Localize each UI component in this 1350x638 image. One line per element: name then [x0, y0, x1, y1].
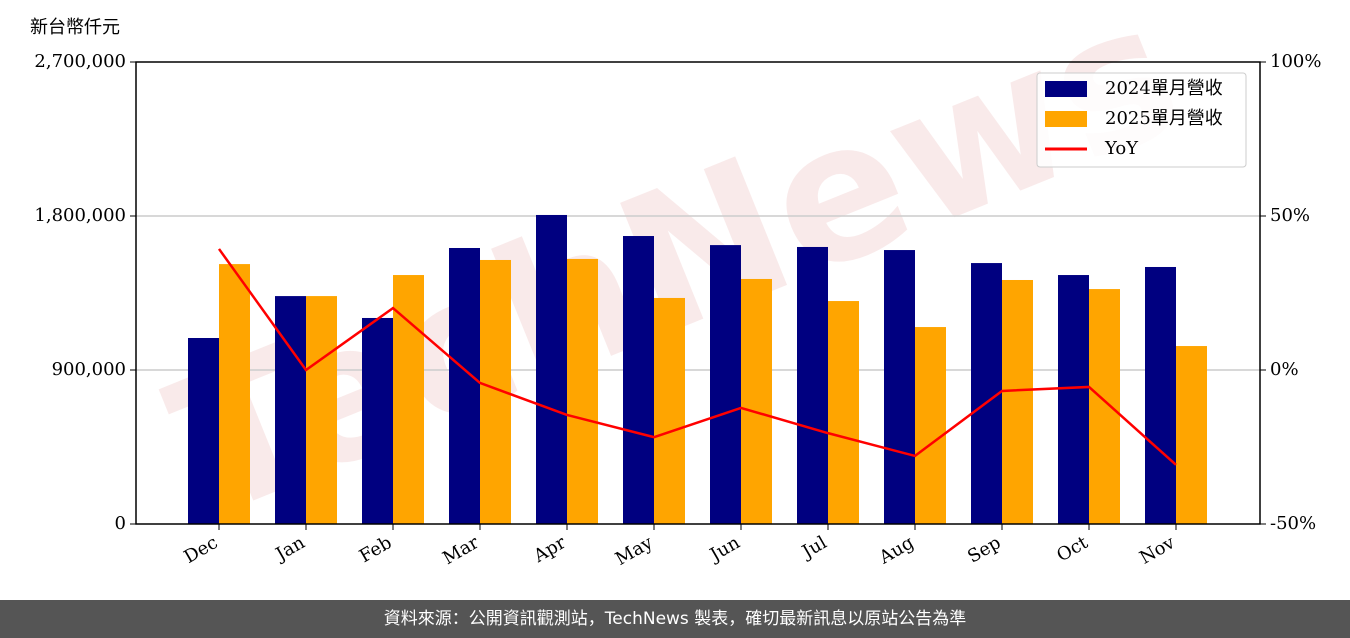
x-tick-label: Aug [875, 532, 918, 569]
bar [741, 278, 772, 524]
bar [362, 317, 393, 524]
legend-label: YoY [1104, 138, 1139, 159]
bar [915, 327, 946, 524]
bar [1002, 279, 1033, 524]
bar [393, 275, 424, 524]
x-tick-label: Oct [1053, 532, 1092, 567]
x-tick-label: Dec [181, 532, 222, 568]
legend-label: 2025單月營收 [1105, 108, 1223, 129]
legend-swatch [1045, 81, 1087, 97]
bar [710, 245, 741, 525]
bar [306, 296, 337, 524]
bar [449, 247, 480, 524]
y-tick-label: 2,700,000 [34, 51, 126, 72]
bar [884, 250, 915, 524]
y-tick-label: 900,000 [52, 359, 126, 380]
y-tick-label: 0 [115, 513, 126, 534]
bar [654, 297, 685, 524]
bar [536, 214, 567, 524]
x-tick-label: Mar [439, 532, 483, 569]
legend-label: 2024單月營收 [1105, 78, 1223, 99]
bar [1176, 346, 1207, 524]
bar [1058, 275, 1089, 524]
y-axis-title: 新台幣仟元 [30, 17, 120, 38]
plot-frame [135, 61, 1261, 525]
x-tick-label: Apr [529, 532, 569, 567]
bar [1145, 266, 1176, 524]
footer: 資料來源：公開資訊觀測站，TechNews 製表，確切最新訊息以原站公告為準 [0, 600, 1350, 638]
bar [567, 258, 598, 524]
bar [188, 338, 219, 524]
bar [219, 264, 250, 524]
bar [275, 296, 306, 524]
chart: 新台幣仟元 TechNews 0900,0001,800,0002,700,00… [30, 0, 1321, 570]
bar [1089, 289, 1120, 524]
x-tick-label: Sep [964, 532, 1004, 567]
y-tick-label: 1,800,000 [34, 205, 126, 226]
y2-tick-label: 0% [1270, 359, 1299, 380]
x-tick-label: May [612, 532, 657, 570]
x-tick-label: Feb [356, 532, 396, 567]
y2-tick-label: 100% [1270, 51, 1321, 72]
y2-tick-label: 50% [1270, 205, 1310, 226]
x-tick-label: Jun [705, 532, 744, 567]
legend-box [1036, 72, 1247, 168]
x-tick-label: Jul [797, 532, 831, 564]
bar [623, 236, 654, 524]
bar [828, 301, 859, 524]
y2-tick-label: -50% [1270, 513, 1316, 534]
bar [797, 246, 828, 524]
line [217, 248, 1177, 466]
legend-swatch [1045, 111, 1087, 127]
x-tick-label: Nov [1136, 532, 1179, 569]
